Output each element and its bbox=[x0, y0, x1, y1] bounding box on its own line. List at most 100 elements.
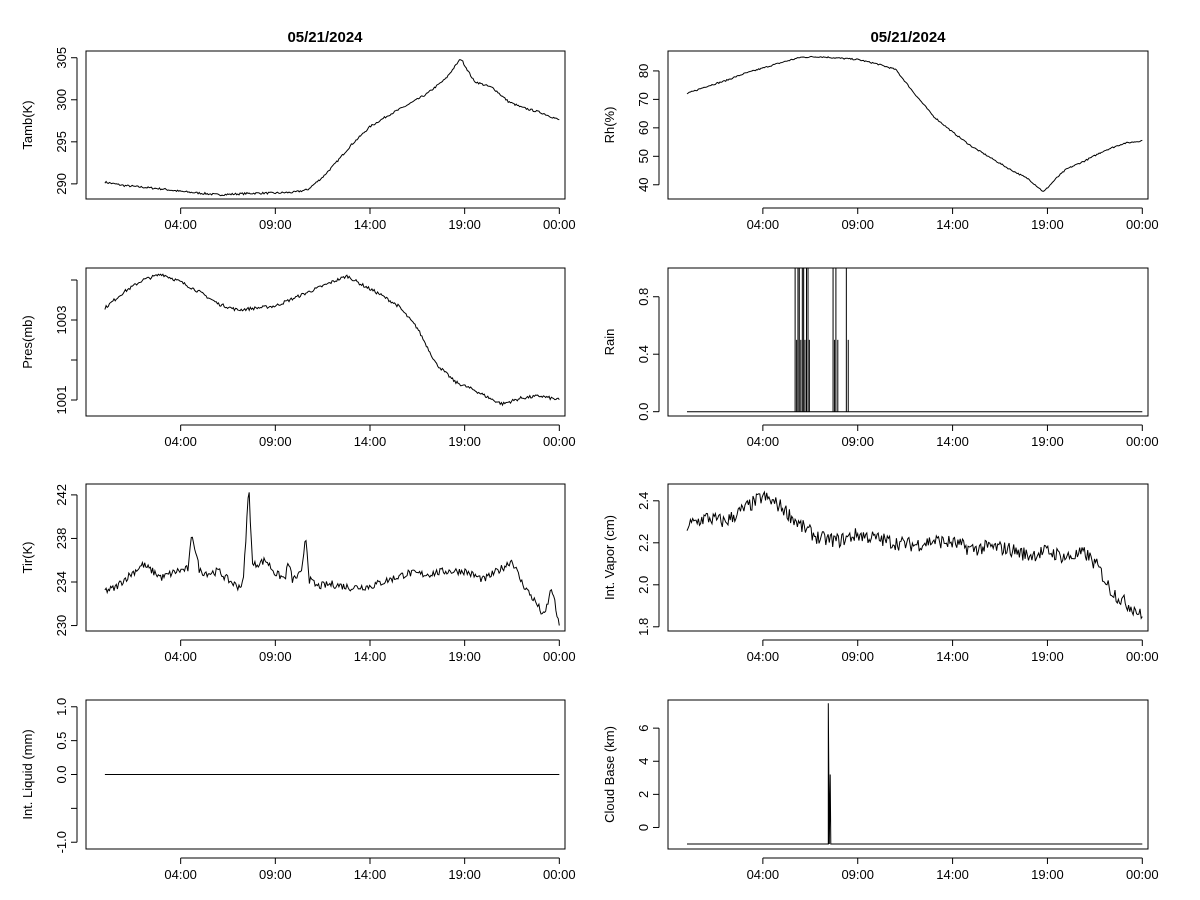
y-tick-label: 0 bbox=[636, 824, 651, 831]
x-tick-label: 00:00 bbox=[1126, 434, 1159, 449]
y-axis-label: Rain bbox=[602, 329, 617, 356]
y-tick-label: 1001 bbox=[54, 386, 69, 415]
panel-tamb: 04:00 09:00 14:00 19:00 00:00 290 295 300 305 Tam… bbox=[20, 47, 576, 232]
panel-rh: 04:00 09:00 14:00 19:00 00:00 40 50 60 70 80 Rh(%) bbox=[602, 50, 1159, 232]
y-tick-label: 305 bbox=[54, 47, 69, 69]
x-tick-label: 04:00 bbox=[747, 217, 780, 232]
y-tick-label: 4 bbox=[636, 758, 651, 765]
y-tick-label: 80 bbox=[636, 64, 651, 78]
plot-frame bbox=[85, 699, 566, 850]
x-tick-label: 19:00 bbox=[448, 217, 481, 232]
x-tick-label: 04:00 bbox=[164, 867, 197, 882]
series-line-tamb bbox=[104, 59, 560, 197]
y-tick-label: 295 bbox=[54, 131, 69, 153]
plot-frame bbox=[85, 483, 566, 632]
y-tick-label: 0.5 bbox=[54, 732, 69, 750]
x-tick-label: 04:00 bbox=[747, 434, 780, 449]
x-tick-label: 09:00 bbox=[259, 649, 292, 664]
y-tick-label: 2.0 bbox=[636, 576, 651, 594]
x-tick-label: 14:00 bbox=[936, 434, 969, 449]
panel-vapor: 04:00 09:00 14:00 19:00 00:00 1.8 2.0 2.2 2.4 Int… bbox=[602, 483, 1159, 664]
x-tick-label: 04:00 bbox=[164, 434, 197, 449]
x-tick-label: 00:00 bbox=[1126, 649, 1159, 664]
y-tick-label: 40 bbox=[636, 178, 651, 192]
x-tick-label: 00:00 bbox=[1126, 217, 1159, 232]
y-tick-label: 0.4 bbox=[636, 345, 651, 363]
chart-panels: 04:00 09:00 14:00 19:00 00:00 290 295 300 305 Tam… bbox=[20, 47, 1159, 882]
y-tick-label: 50 bbox=[636, 149, 651, 163]
x-tick-label: 00:00 bbox=[543, 867, 576, 882]
series-line-cloud bbox=[687, 703, 1143, 845]
x-tick-label: 14:00 bbox=[936, 217, 969, 232]
plot-frame bbox=[85, 267, 566, 417]
x-tick-label: 14:00 bbox=[936, 649, 969, 664]
left-column-title: 05/21/2024 bbox=[287, 29, 363, 46]
x-tick-label: 19:00 bbox=[448, 867, 481, 882]
y-axis-label: Int. Vapor (cm) bbox=[602, 515, 617, 600]
y-tick-label: 0.8 bbox=[636, 288, 651, 306]
x-tick-label: 09:00 bbox=[259, 434, 292, 449]
x-tick-label: 19:00 bbox=[1031, 217, 1064, 232]
x-tick-label: 14:00 bbox=[354, 649, 387, 664]
x-tick-label: 09:00 bbox=[259, 867, 292, 882]
x-tick-label: 00:00 bbox=[543, 434, 576, 449]
x-tick-label: 04:00 bbox=[747, 867, 780, 882]
y-axis-label: Pres(mb) bbox=[20, 315, 35, 368]
panel-tir: 04:00 09:00 14:00 19:00 00:00 230 234 238 242 Tir… bbox=[20, 483, 576, 664]
right-column-title: 05/21/2024 bbox=[870, 29, 946, 46]
y-tick-label: 1.8 bbox=[636, 618, 651, 636]
y-axis-label: Tamb(K) bbox=[20, 100, 35, 149]
x-tick-label: 19:00 bbox=[1031, 649, 1064, 664]
y-tick-label: 300 bbox=[54, 89, 69, 111]
y-tick-label: -1.0 bbox=[54, 831, 69, 853]
series-line-rh bbox=[686, 55, 1143, 192]
x-tick-label: 09:00 bbox=[841, 867, 874, 882]
x-tick-label: 14:00 bbox=[354, 217, 387, 232]
x-tick-label: 09:00 bbox=[841, 434, 874, 449]
y-tick-label: 2.2 bbox=[636, 534, 651, 552]
x-tick-label: 19:00 bbox=[448, 649, 481, 664]
y-axis-label: Int. Liquid (mm) bbox=[20, 729, 35, 819]
y-axis-label: Tir(K) bbox=[20, 541, 35, 573]
x-tick-label: 19:00 bbox=[1031, 867, 1064, 882]
y-tick-label: 290 bbox=[54, 173, 69, 195]
x-tick-label: 09:00 bbox=[259, 217, 292, 232]
y-axis-label: Rh(%) bbox=[602, 107, 617, 144]
y-tick-label: 6 bbox=[636, 725, 651, 732]
series-line-pres bbox=[104, 273, 560, 407]
x-tick-label: 00:00 bbox=[543, 217, 576, 232]
x-tick-label: 19:00 bbox=[1031, 434, 1064, 449]
x-tick-label: 04:00 bbox=[747, 649, 780, 664]
panel-cloud: 04:00 09:00 14:00 19:00 00:00 0 2 4 6 Cloud Base … bbox=[602, 699, 1159, 882]
x-tick-label: 09:00 bbox=[841, 217, 874, 232]
y-tick-label: 2 bbox=[636, 791, 651, 798]
x-tick-label: 09:00 bbox=[841, 649, 874, 664]
y-tick-label: 1003 bbox=[54, 306, 69, 335]
plot-frame bbox=[667, 50, 1149, 200]
x-tick-label: 04:00 bbox=[164, 217, 197, 232]
y-tick-label: 230 bbox=[54, 615, 69, 637]
series-line-tir bbox=[104, 492, 560, 626]
plot-frame bbox=[667, 699, 1149, 850]
y-axis-label: Cloud Base (km) bbox=[602, 726, 617, 823]
x-tick-label: 00:00 bbox=[543, 649, 576, 664]
plot-frame bbox=[667, 267, 1149, 417]
y-tick-label: 60 bbox=[636, 121, 651, 135]
y-tick-label: 1.0 bbox=[54, 698, 69, 716]
x-tick-label: 14:00 bbox=[354, 434, 387, 449]
x-tick-label: 14:00 bbox=[936, 867, 969, 882]
y-tick-label: 0.0 bbox=[636, 403, 651, 421]
y-tick-label: 0.0 bbox=[54, 765, 69, 783]
y-tick-label: 242 bbox=[54, 484, 69, 506]
panel-pres: 04:00 09:00 14:00 19:00 00:00 1001 1003 Pres(mb… bbox=[20, 267, 576, 449]
y-tick-label: 234 bbox=[54, 571, 69, 593]
plot-frame bbox=[85, 50, 566, 200]
x-tick-label: 00:00 bbox=[1126, 867, 1159, 882]
panel-liquid: 04:00 09:00 14:00 19:00 00:00 -1.0 0.0 0.5 1.0 In… bbox=[20, 698, 576, 882]
series-line-vapor bbox=[686, 490, 1143, 620]
plot-frame bbox=[667, 483, 1149, 632]
x-tick-label: 19:00 bbox=[448, 434, 481, 449]
x-tick-label: 14:00 bbox=[354, 867, 387, 882]
y-tick-label: 2.4 bbox=[636, 492, 651, 510]
